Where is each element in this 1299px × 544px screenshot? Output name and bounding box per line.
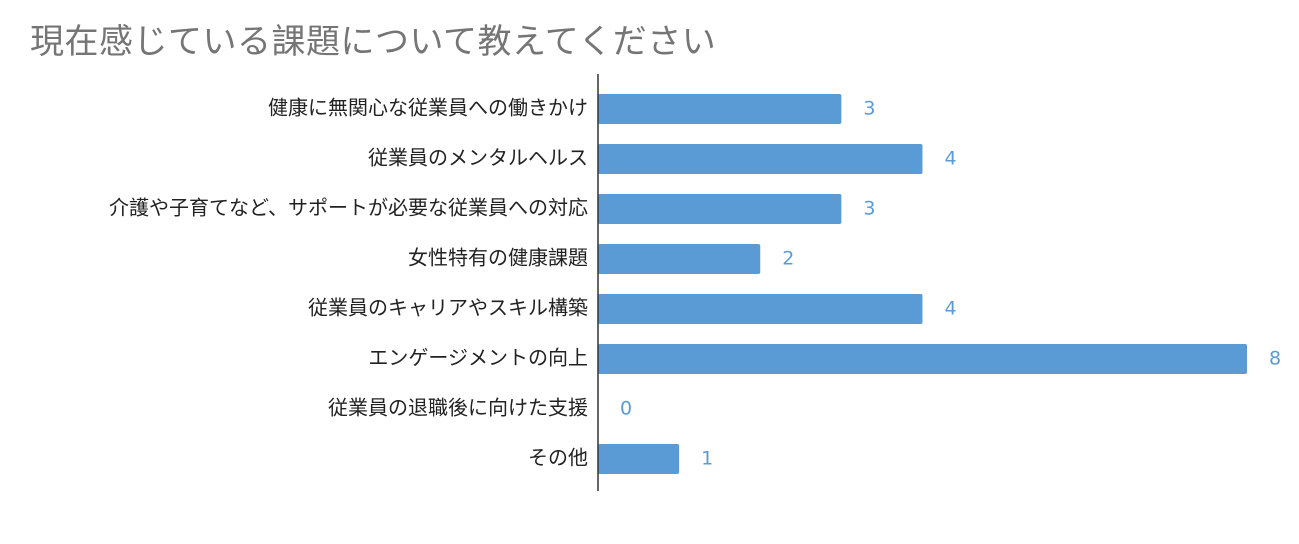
- chart-title: 現在感じている課題について教えてください: [30, 22, 717, 62]
- bar: [598, 144, 923, 174]
- category-label: 介護や子育てなど、サポートが必要な従業員への対応: [109, 196, 588, 220]
- value-label: 1: [701, 448, 713, 470]
- value-labels-layer: 3 4 3 2 4 8 0 1: [620, 98, 1281, 470]
- category-label: 従業員のキャリアやスキル構築: [308, 296, 588, 320]
- bars-layer: [598, 94, 1247, 474]
- value-label: 3: [863, 198, 875, 220]
- bar: [598, 244, 761, 274]
- value-label: 8: [1269, 348, 1281, 370]
- value-label: 2: [782, 248, 794, 270]
- category-label: 健康に無関心な従業員への働きかけ: [268, 96, 588, 120]
- bar: [598, 344, 1247, 374]
- category-label: 女性特有の健康課題: [408, 246, 588, 270]
- category-label: エンゲージメントの向上: [368, 346, 588, 370]
- bar: [598, 294, 923, 324]
- category-label: その他: [528, 446, 588, 470]
- category-label: 従業員の退職後に向けた支援: [328, 396, 588, 420]
- value-label: 4: [945, 298, 957, 320]
- bar: [598, 194, 842, 224]
- value-label: 4: [945, 148, 957, 170]
- value-label: 3: [863, 98, 875, 120]
- value-label: 0: [620, 398, 632, 420]
- bar: [598, 94, 842, 124]
- category-label: 従業員のメンタルヘルス: [368, 146, 588, 170]
- category-labels-layer: 健康に無関心な従業員への働きかけ従業員のメンタルヘルス介護や子育てなど、サポート…: [109, 96, 588, 470]
- bar: [598, 444, 680, 474]
